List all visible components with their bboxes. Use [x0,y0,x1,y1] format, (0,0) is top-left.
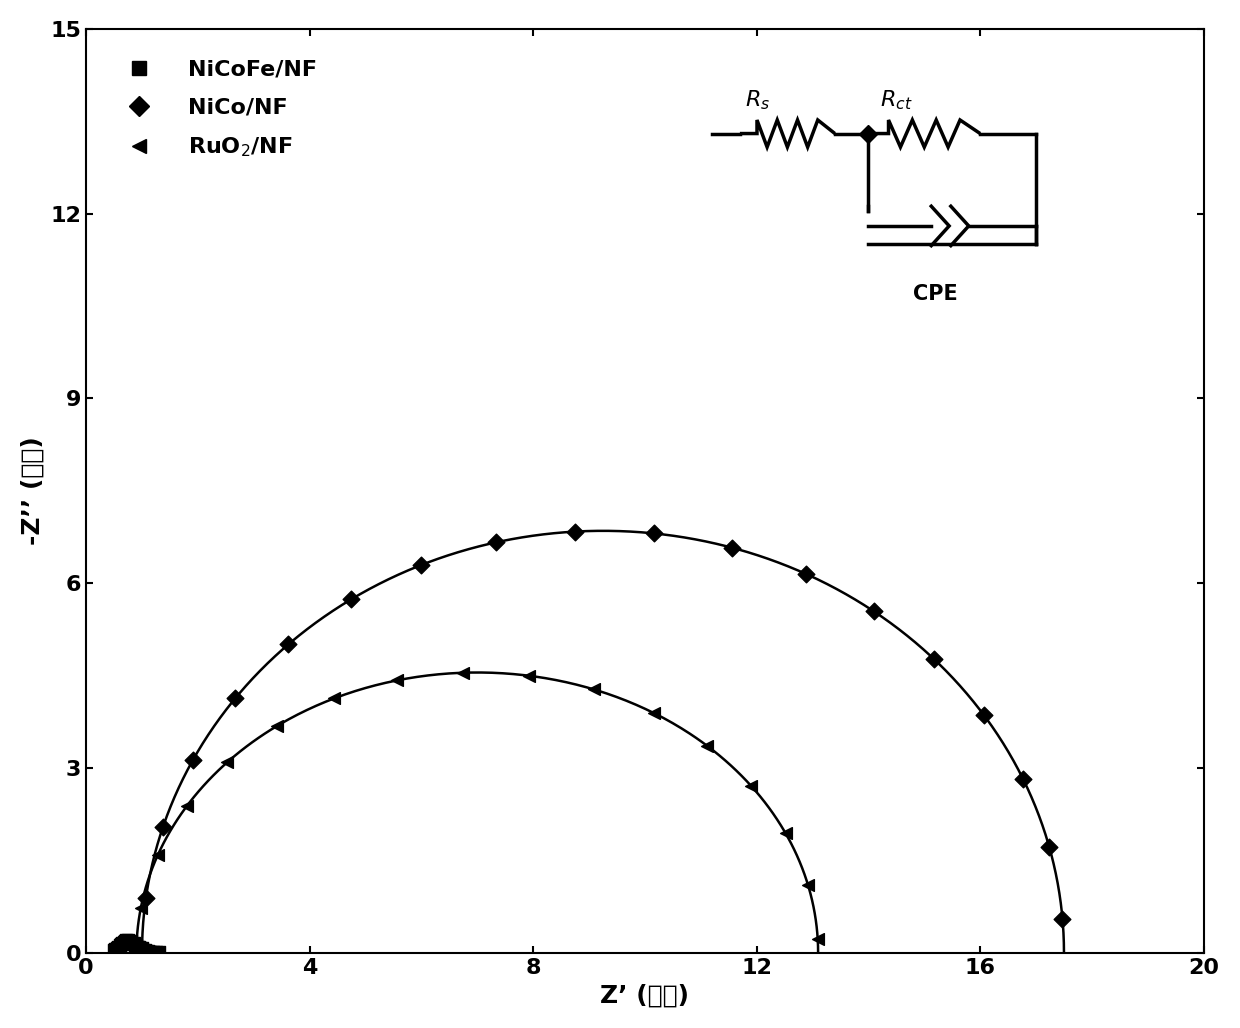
Point [807,930,827,947]
Point [131,900,151,916]
Point [520,667,539,684]
Point [177,798,197,814]
Point [864,603,884,620]
Point [122,932,141,949]
Point [975,707,994,724]
Point [108,939,128,955]
Point [1039,839,1059,855]
Point [324,690,343,706]
Point [584,682,604,698]
Point [697,737,717,754]
Point [722,540,742,556]
Point [1053,911,1073,927]
Point [105,941,125,957]
Point [104,942,124,958]
Point [114,933,134,950]
Point [130,941,150,957]
Point [133,941,153,957]
Point [410,557,430,574]
Point [799,877,818,893]
Point [149,944,169,960]
Point [144,944,164,960]
Legend: NiCoFe/NF, NiCo/NF, RuO$_2$/NF: NiCoFe/NF, NiCo/NF, RuO$_2$/NF [108,51,326,168]
Point [645,525,665,542]
Point [153,819,172,836]
Point [924,651,944,667]
Text: CPE: CPE [913,285,957,304]
Point [184,751,203,768]
Point [139,944,159,960]
Point [486,535,506,551]
Point [118,931,138,948]
Point [226,690,246,706]
Point [267,718,286,734]
Point [140,944,160,960]
Point [129,939,149,955]
Point [136,890,156,907]
Point [148,847,167,864]
Y-axis label: -Z’’ (欧姆): -Z’’ (欧姆) [21,437,45,545]
Point [125,938,145,954]
Point [453,664,472,681]
Point [110,935,130,952]
Point [279,636,299,653]
Point [565,523,585,540]
Point [644,704,663,721]
Point [107,940,126,956]
Point [387,672,407,689]
Point [217,755,237,771]
Point [115,932,135,949]
Point [146,944,166,960]
Point [341,591,361,608]
Point [124,934,144,951]
Point [136,943,156,959]
Point [109,938,129,954]
Text: $R_{ct}$: $R_{ct}$ [879,88,913,112]
Point [126,937,146,953]
Point [117,932,136,949]
Point [796,565,816,582]
Point [742,778,761,795]
X-axis label: Z’ (欧姆): Z’ (欧姆) [600,983,689,1007]
Point [133,942,153,958]
Point [122,935,141,952]
Point [128,939,148,955]
Point [113,934,133,951]
Point [1013,771,1033,787]
Text: $R_s$: $R_s$ [745,88,771,112]
Point [138,943,157,959]
Point [119,933,139,950]
Point [135,942,155,958]
Point [775,824,795,841]
